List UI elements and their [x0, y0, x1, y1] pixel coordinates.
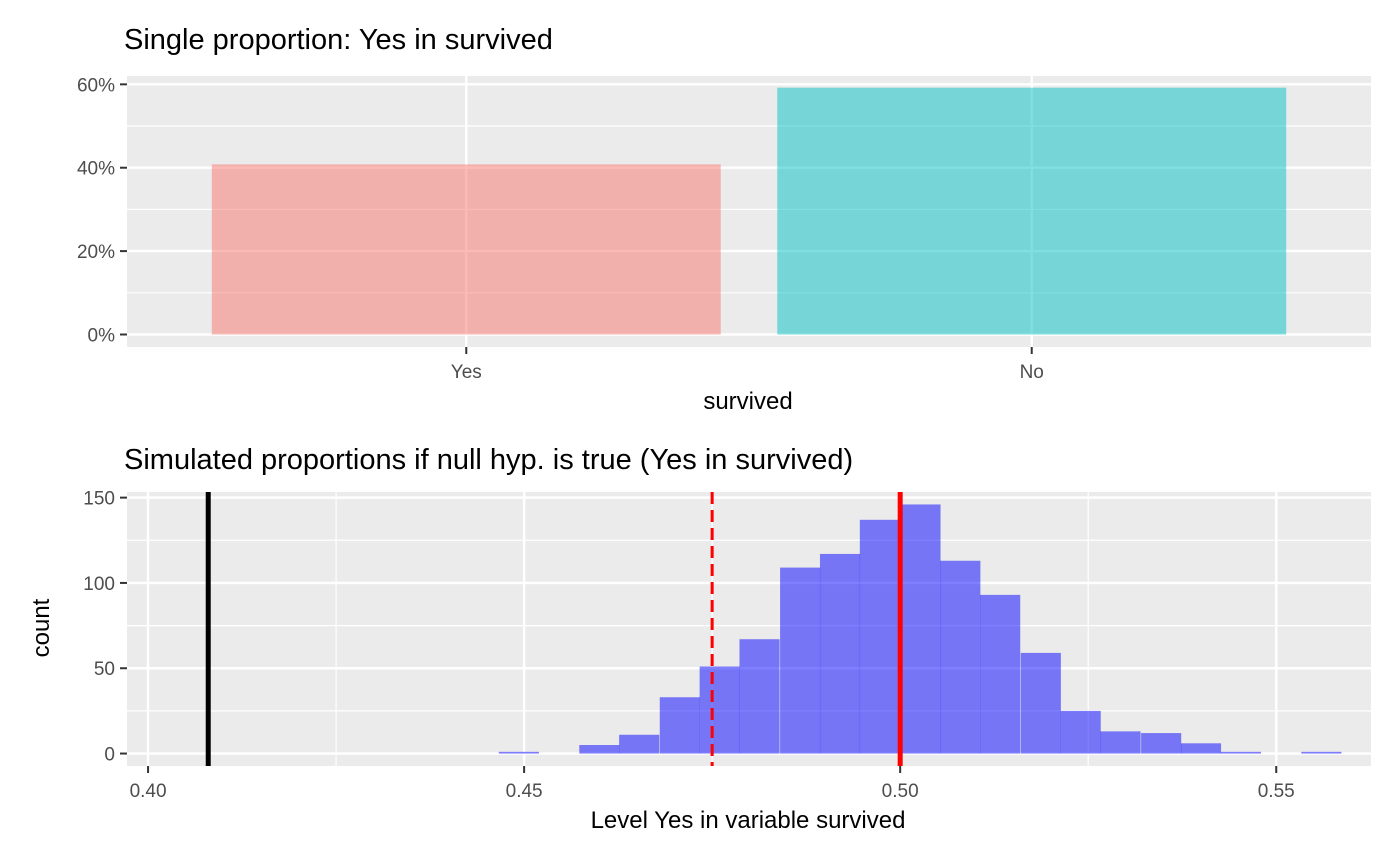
histogram-bar: [940, 560, 981, 754]
histogram-x-tick-label: 0.55: [1258, 781, 1295, 802]
histogram-x-tick-label: 0.45: [506, 781, 543, 802]
histogram-bar: [1301, 751, 1342, 754]
bar-chart-y-tick-label: 60%: [77, 75, 115, 96]
histogram-x-tick-label: 0.40: [130, 781, 167, 802]
histogram-bar: [980, 594, 1021, 754]
proportion-bar: [211, 164, 721, 335]
histogram-bar: [1180, 743, 1222, 754]
histogram-title: Simulated proportions if null hyp. is tr…: [124, 444, 854, 476]
histogram-bar: [859, 519, 900, 754]
histogram-bar: [498, 751, 539, 754]
bar-chart-y-tick-label: 40%: [77, 159, 115, 180]
histogram-bar: [619, 734, 660, 754]
histogram-bar: [900, 504, 941, 754]
histogram-bar: [699, 666, 740, 754]
histogram-bar: [739, 639, 780, 754]
histogram-bar: [659, 697, 700, 754]
histogram-y-tick-label: 100: [83, 574, 115, 595]
proportion-bar: [777, 87, 1287, 335]
histogram-bar: [579, 745, 620, 754]
bar-chart-x-tick-label: Yes: [451, 362, 482, 383]
histogram-bar: [1141, 733, 1182, 754]
histogram-x-tick-label: 0.50: [882, 781, 919, 802]
bar-chart-x-axis-title: survived: [703, 388, 793, 415]
histogram-y-tick-label: 0: [104, 745, 115, 766]
histogram-bar: [1060, 710, 1101, 754]
histogram-bar: [1100, 731, 1141, 754]
bar-chart-y-tick-label: 0%: [88, 325, 116, 346]
histogram-bar: [1220, 751, 1261, 754]
bar-chart-x-tick-label: No: [1020, 362, 1044, 383]
histogram-bar: [1020, 652, 1061, 754]
histogram-bar: [780, 567, 821, 754]
histogram-y-tick-label: 50: [94, 659, 115, 680]
histogram-x-axis-title: Level Yes in variable survived: [590, 807, 906, 834]
bar-chart-y-tick-label: 20%: [77, 242, 115, 263]
bar-chart-title: Single proportion: Yes in survived: [124, 24, 553, 56]
histogram-y-tick-label: 150: [83, 489, 115, 510]
histogram-bar: [819, 553, 861, 754]
